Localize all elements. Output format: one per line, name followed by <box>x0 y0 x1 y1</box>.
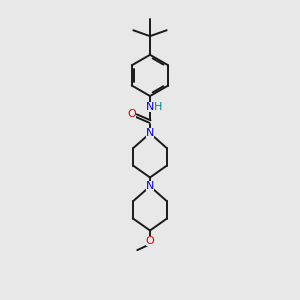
Text: O: O <box>146 236 154 246</box>
Text: N: N <box>146 128 154 138</box>
Text: N: N <box>146 102 154 112</box>
Text: H: H <box>154 102 162 112</box>
Text: N: N <box>146 181 154 191</box>
Text: O: O <box>128 109 136 119</box>
